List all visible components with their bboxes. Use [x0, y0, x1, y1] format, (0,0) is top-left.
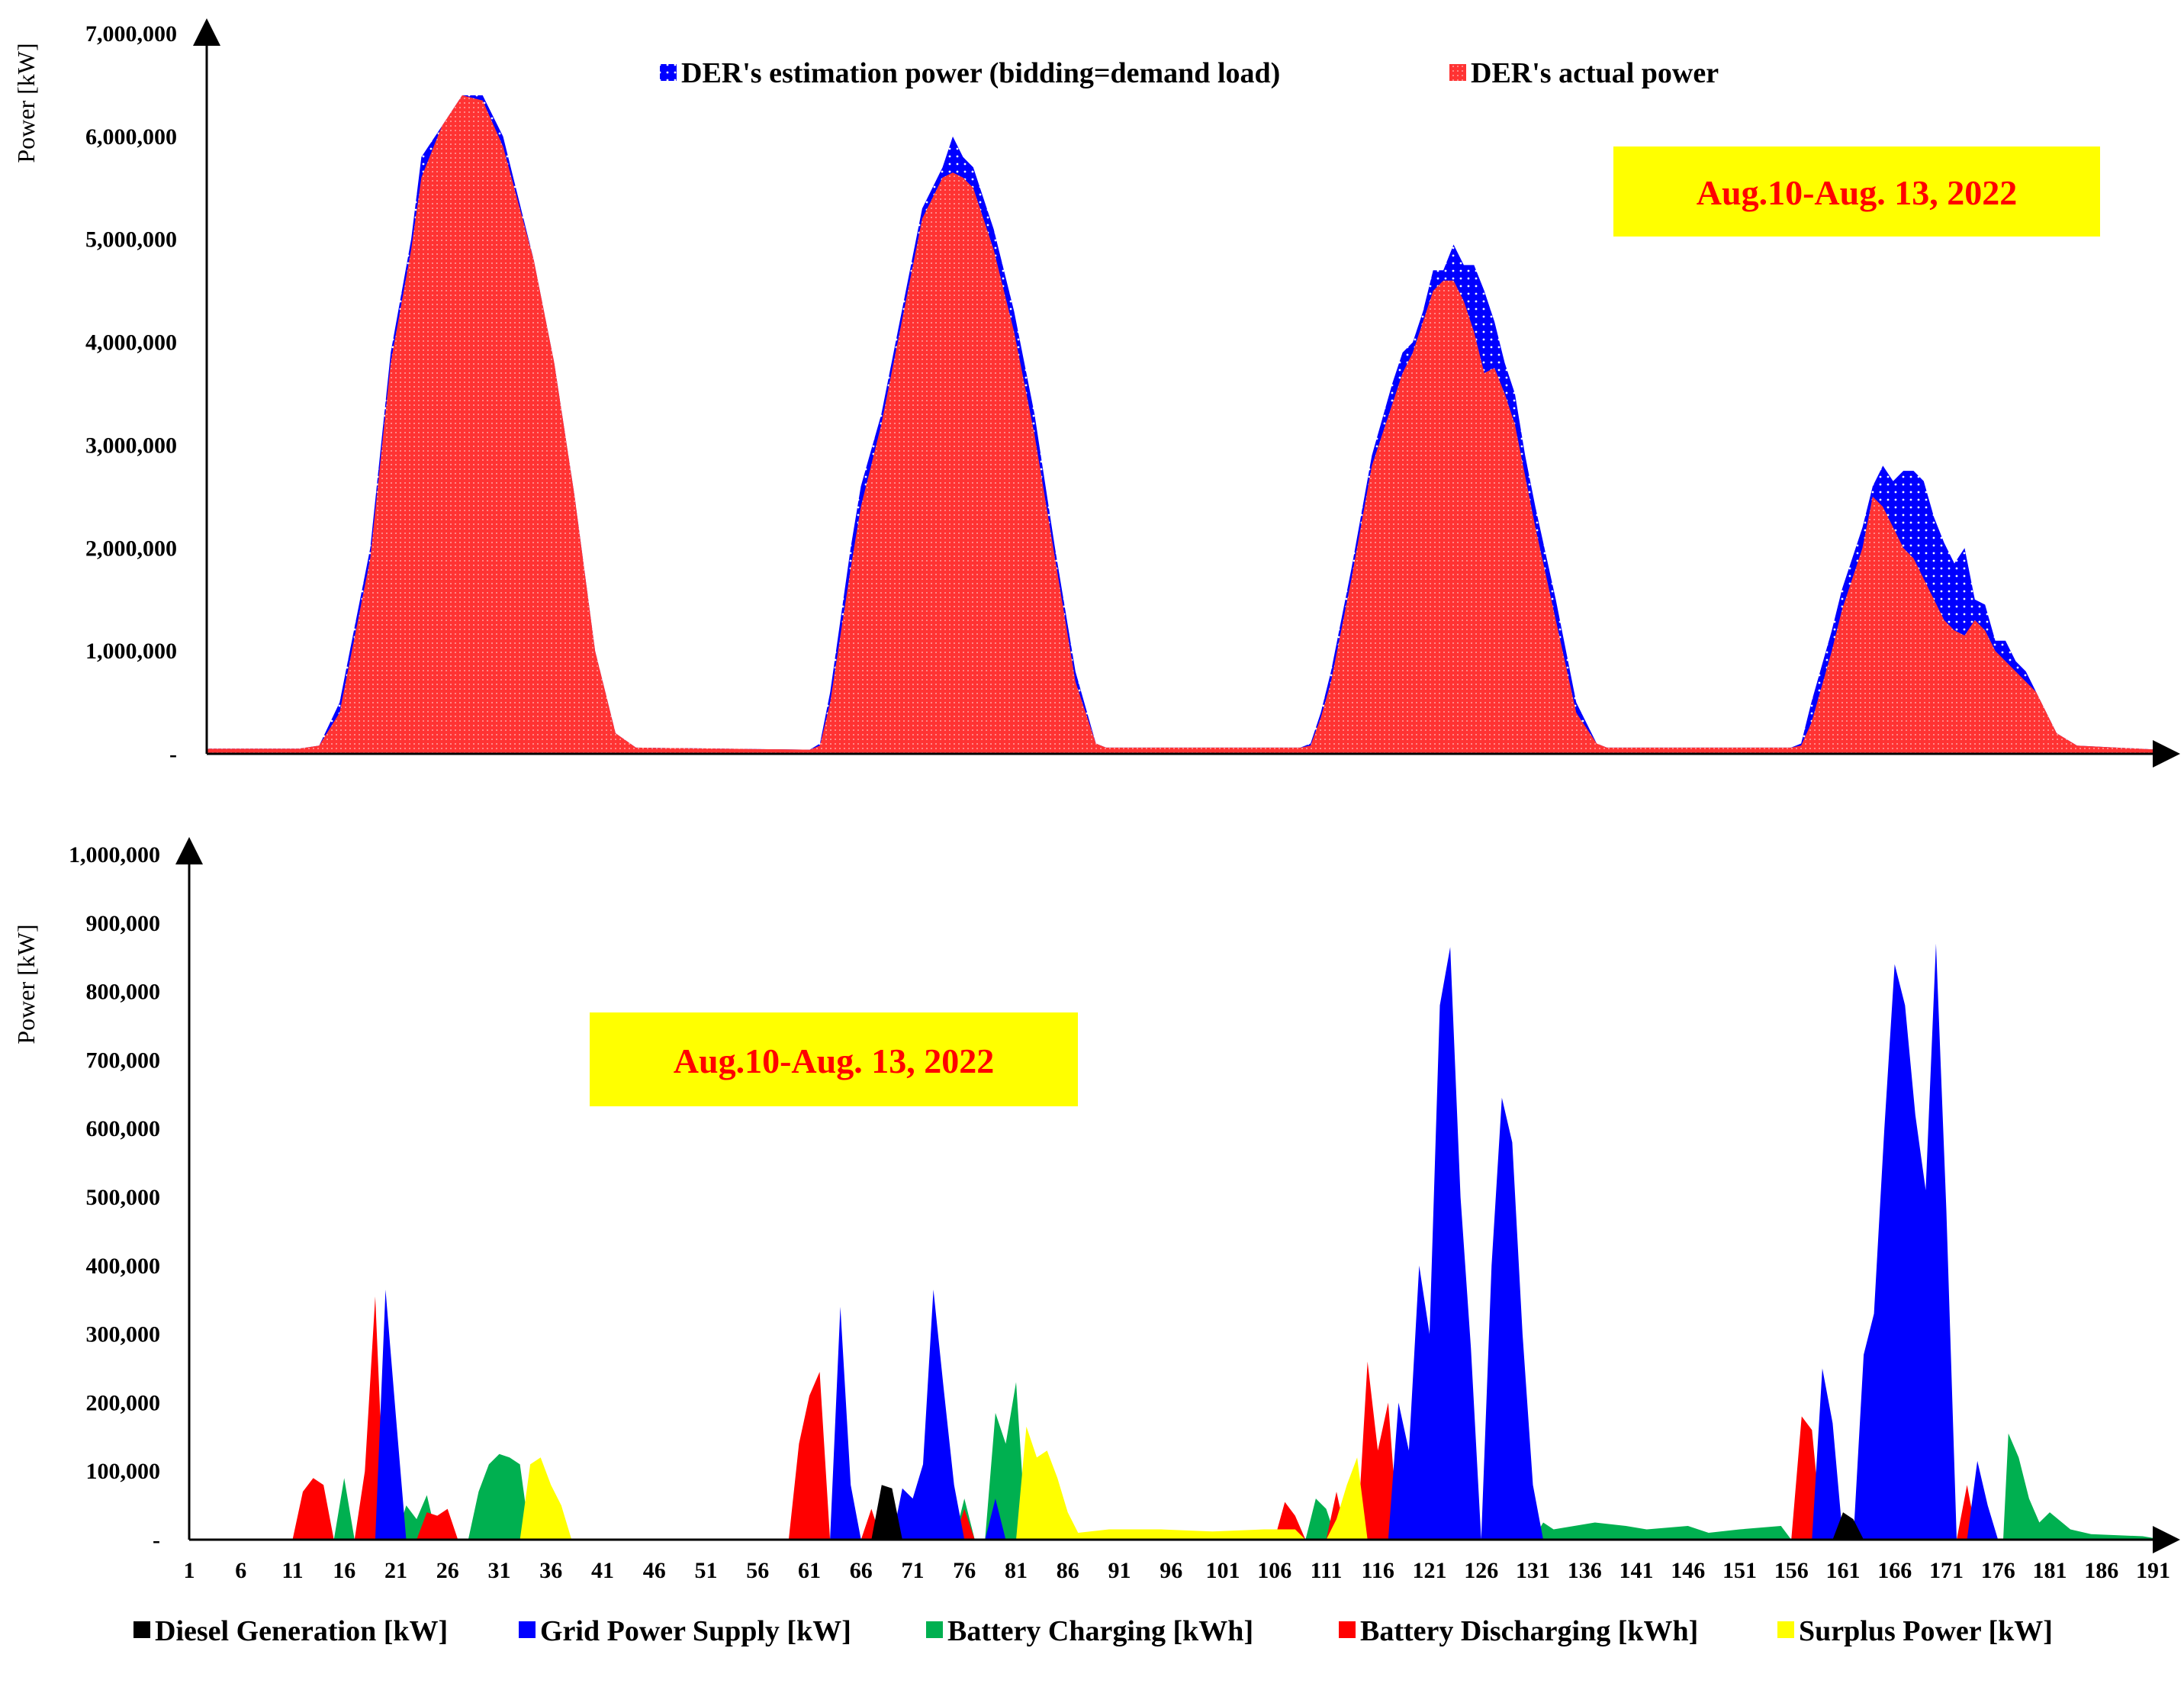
legend-swatch-charging [926, 1621, 943, 1638]
top-banner-text: Aug.10-Aug. 13, 2022 [1697, 173, 2017, 212]
bottom-x-tick-label: 26 [436, 1558, 459, 1583]
top-date-banner: Aug.10-Aug. 13, 2022 [1613, 146, 2100, 237]
bottom-y-tick-label: 200,000 [86, 1390, 161, 1415]
top-y-tick-label: - [169, 742, 177, 767]
legend-label-surplus: Surplus Power [kW] [1799, 1615, 2053, 1647]
bottom-x-tick-label: 31 [488, 1558, 511, 1583]
bottom-x-tick-label: 101 [1206, 1558, 1240, 1583]
bottom-areas [292, 943, 2164, 1540]
bottom-x-tick-label: 76 [953, 1558, 976, 1583]
bottom-y-tick-label: 500,000 [86, 1185, 161, 1210]
legend-label-diesel: Diesel Generation [kW] [155, 1615, 448, 1647]
bottom-x-tick-label: 156 [1774, 1558, 1809, 1583]
bottom-x-tick-label: 146 [1671, 1558, 1705, 1583]
power-flow-chart: Power [kW] - 100,000 200,000 300,000 400,000… [12, 837, 2180, 1647]
bottom-date-banner: Aug.10-Aug. 13, 2022 [590, 1012, 1078, 1106]
bottom-x-tick-label: 51 [695, 1558, 718, 1583]
bottom-y-axis-title: Power [kW] [12, 924, 40, 1044]
legend-swatch-discharging [1339, 1621, 1356, 1638]
bottom-banner-text: Aug.10-Aug. 13, 2022 [674, 1041, 994, 1080]
bottom-x-tick-label: 21 [384, 1558, 407, 1583]
top-y-tick-label: 6,000,000 [85, 124, 177, 150]
bottom-x-tick-label: 191 [2136, 1558, 2170, 1583]
bottom-x-tick-label: 66 [850, 1558, 873, 1583]
top-y-tick-label: 5,000,000 [85, 227, 177, 253]
legend-label-discharging: Battery Discharging [kWh] [1360, 1615, 1698, 1647]
legend-label-actual: DER's actual power [1471, 57, 1719, 89]
bottom-y-ticks: - 100,000 200,000 300,000 400,000 500,000 600,… [69, 842, 160, 1553]
bottom-x-tick-label: 86 [1057, 1558, 1079, 1583]
bottom-y-tick-label: 300,000 [86, 1322, 161, 1347]
der-power-chart: Power [kW] - 1,000,000 2,000,000 3,000,000 4… [12, 18, 2180, 768]
top-y-tick-label: 1,000,000 [85, 639, 177, 664]
bottom-x-tick-label: 16 [333, 1558, 355, 1583]
bottom-x-tick-label: 161 [1826, 1558, 1861, 1583]
bottom-x-tick-label: 176 [1981, 1558, 2015, 1583]
bottom-x-tick-label: 136 [1568, 1558, 1602, 1583]
bottom-x-tick-label: 6 [235, 1558, 246, 1583]
bottom-x-tick-label: 171 [1929, 1558, 1964, 1583]
bottom-x-tick-label: 151 [1722, 1558, 1757, 1583]
top-y-tick-label: 4,000,000 [85, 330, 177, 356]
bottom-x-tick-label: 166 [1877, 1558, 1912, 1583]
legend-swatch-estimation [660, 64, 677, 81]
top-y-tick-label: 7,000,000 [85, 21, 177, 47]
bottom-x-tick-label: 141 [1620, 1558, 1654, 1583]
bottom-x-tick-label: 1 [184, 1558, 195, 1583]
bottom-x-tick-label: 91 [1108, 1558, 1131, 1583]
bottom-x-tick-label: 126 [1464, 1558, 1498, 1583]
actual-power-area [207, 95, 2159, 754]
bottom-y-tick-label: 800,000 [86, 980, 161, 1005]
bottom-x-tick-label: 181 [2033, 1558, 2067, 1583]
top-y-ticks: - 1,000,000 2,000,000 3,000,000 4,000,000 5,0… [85, 21, 177, 767]
top-y-tick-label: 2,000,000 [85, 536, 177, 561]
legend-swatch-surplus [1777, 1621, 1794, 1638]
legend-swatch-diesel [133, 1621, 150, 1638]
legend-label-estimation: DER's estimation power (bidding=demand l… [681, 57, 1280, 89]
legend-label-charging: Battery Charging [kWh] [947, 1615, 1253, 1647]
bottom-x-tick-label: 71 [902, 1558, 925, 1583]
bottom-y-tick-label: - [153, 1527, 160, 1553]
legend-swatch-grid [519, 1621, 536, 1638]
bottom-x-tick-label: 36 [539, 1558, 562, 1583]
bottom-y-tick-label: 600,000 [86, 1116, 161, 1141]
bottom-legend: Diesel Generation [kW] Grid Power Supply… [133, 1615, 2053, 1647]
bottom-x-tick-label: 41 [591, 1558, 614, 1583]
bottom-x-tick-label: 131 [1516, 1558, 1550, 1583]
grid-power-area [375, 943, 1999, 1540]
battery-charging-area [333, 1382, 2164, 1540]
bottom-y-tick-label: 400,000 [86, 1254, 161, 1279]
bottom-x-ticks: 1 6 11 16 21 26 31 36 41 46 51 56 61 66 71 76 81 86 91 96 10… [184, 1558, 2171, 1583]
bottom-banner-box [590, 1012, 1078, 1106]
bottom-x-tick-label: 56 [746, 1558, 769, 1583]
top-banner-box [1613, 146, 2100, 237]
top-y-tick-label: 3,000,000 [85, 433, 177, 458]
bottom-y-tick-label: 900,000 [86, 911, 161, 936]
bottom-x-tick-label: 96 [1160, 1558, 1182, 1583]
bottom-y-tick-label: 700,000 [86, 1048, 161, 1073]
top-legend: DER's estimation power (bidding=demand l… [660, 57, 1719, 89]
bottom-x-tick-label: 61 [798, 1558, 821, 1583]
top-areas [207, 95, 2159, 754]
bottom-x-tick-label: 186 [2084, 1558, 2118, 1583]
legend-label-grid: Grid Power Supply [kW] [540, 1615, 851, 1647]
bottom-y-tick-label: 1,000,000 [69, 842, 160, 867]
bottom-x-tick-label: 81 [1005, 1558, 1028, 1583]
bottom-x-tick-label: 116 [1362, 1558, 1394, 1583]
bottom-x-tick-label: 121 [1413, 1558, 1447, 1583]
top-y-axis-title: Power [kW] [12, 43, 40, 163]
bottom-x-tick-label: 11 [281, 1558, 303, 1583]
bottom-x-tick-label: 106 [1257, 1558, 1291, 1583]
battery-discharging-area [292, 1296, 1978, 1540]
bottom-x-tick-label: 46 [643, 1558, 666, 1583]
bottom-x-tick-label: 111 [1311, 1558, 1343, 1583]
legend-swatch-actual [1449, 64, 1466, 81]
bottom-y-tick-label: 100,000 [86, 1459, 161, 1484]
